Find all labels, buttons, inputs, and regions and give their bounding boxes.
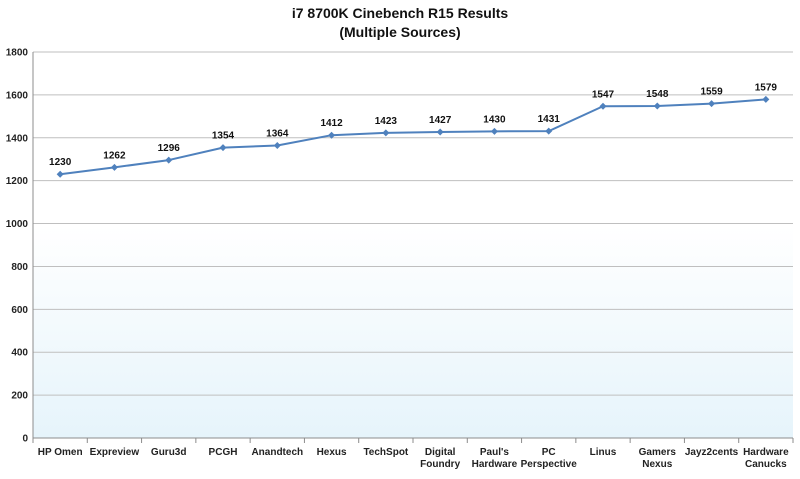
y-tick-label: 200 bbox=[11, 391, 28, 402]
chart-title-block: i7 8700K Cinebench R15 Results (Multiple… bbox=[0, 4, 800, 42]
data-point bbox=[708, 100, 716, 108]
y-tick-label: 0 bbox=[22, 434, 28, 445]
data-point bbox=[328, 131, 336, 139]
chart-subtitle: (Multiple Sources) bbox=[339, 24, 461, 40]
x-tick-label: TechSpot bbox=[363, 447, 408, 458]
plot-background bbox=[33, 52, 793, 438]
y-tick-label: 400 bbox=[11, 348, 28, 359]
x-tick-label: HP Omen bbox=[38, 447, 83, 458]
chart-title: i7 8700K Cinebench R15 Results bbox=[291, 5, 509, 21]
data-label: 1547 bbox=[592, 89, 615, 100]
data-label: 1579 bbox=[755, 82, 778, 93]
data-label: 1427 bbox=[429, 115, 452, 126]
y-tick-label: 1400 bbox=[6, 133, 29, 144]
data-label: 1559 bbox=[700, 87, 723, 98]
x-tick-label: Expreview bbox=[90, 447, 140, 458]
data-label: 1430 bbox=[483, 114, 506, 125]
y-tick-label: 1000 bbox=[6, 219, 29, 230]
x-tick-label: Hardware Canucks bbox=[743, 447, 789, 470]
x-tick-label: Guru3d bbox=[151, 447, 187, 458]
data-point bbox=[490, 127, 498, 135]
data-point bbox=[436, 128, 444, 136]
x-tick-label: PCGH bbox=[209, 447, 238, 458]
data-point bbox=[110, 163, 118, 171]
data-point bbox=[273, 141, 281, 149]
data-point bbox=[219, 144, 227, 152]
data-point bbox=[382, 129, 390, 137]
data-point bbox=[762, 95, 770, 103]
data-label: 1423 bbox=[375, 116, 398, 127]
y-tick-label: 800 bbox=[11, 262, 28, 273]
data-point bbox=[653, 102, 661, 110]
data-label: 1431 bbox=[538, 114, 561, 125]
data-label: 1296 bbox=[158, 143, 181, 154]
data-label: 1412 bbox=[320, 118, 343, 129]
data-label: 1548 bbox=[646, 89, 669, 100]
data-point bbox=[545, 127, 553, 135]
x-tick-label: Digital Foundry bbox=[420, 447, 460, 470]
series-line bbox=[60, 98, 766, 176]
y-tick-label: 1200 bbox=[6, 176, 29, 187]
data-point bbox=[165, 156, 173, 164]
y-tick-label: 600 bbox=[11, 305, 28, 316]
data-label: 1230 bbox=[49, 157, 72, 168]
data-point bbox=[599, 102, 607, 110]
data-label: 1364 bbox=[266, 128, 289, 139]
x-tick-label: Gamers Nexus bbox=[639, 447, 677, 470]
data-point bbox=[56, 170, 64, 178]
x-tick-label: Hexus bbox=[317, 447, 347, 458]
x-tick-label: Anandtech bbox=[251, 447, 303, 458]
x-tick-label: Paul's Hardware bbox=[472, 447, 518, 470]
y-tick-label: 1600 bbox=[6, 90, 29, 101]
x-tick-label: Linus bbox=[590, 447, 617, 458]
y-tick-label: 1800 bbox=[6, 48, 29, 59]
data-label: 1262 bbox=[103, 150, 126, 161]
x-tick-label: Jayz2cents bbox=[685, 447, 739, 458]
data-label: 1354 bbox=[212, 131, 235, 142]
x-tick-label: PC Perspective bbox=[521, 447, 578, 470]
